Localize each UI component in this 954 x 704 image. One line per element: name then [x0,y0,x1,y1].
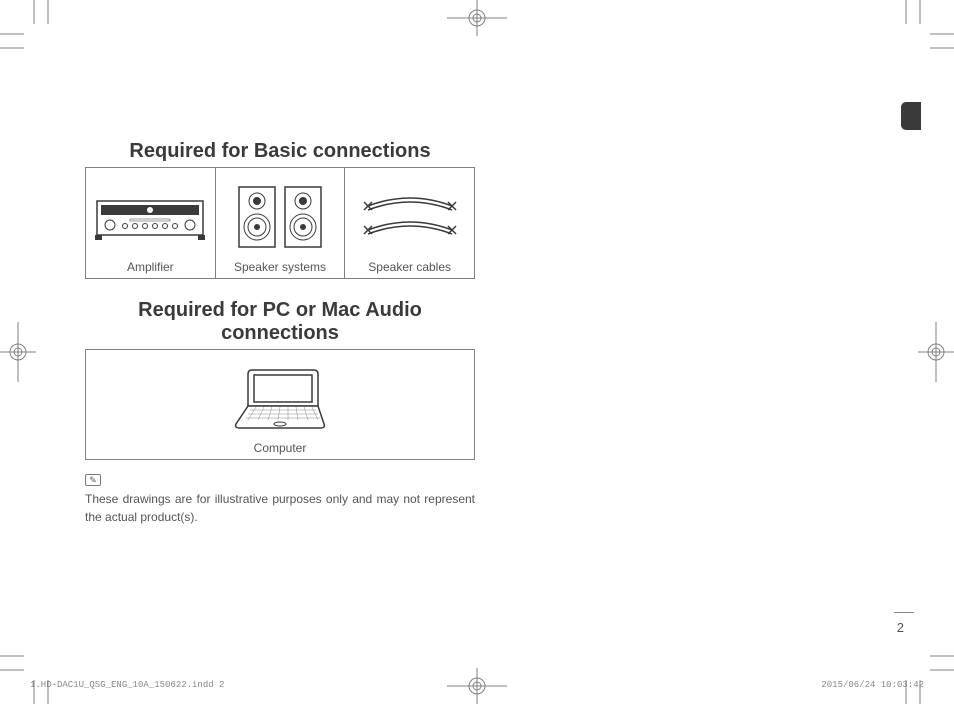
amplifier-label: Amplifier [88,260,213,274]
thumb-tab [901,102,921,130]
print-footer: 1.HD-DAC1U_QSG_ENG_10A_150622.indd 2 201… [30,680,924,690]
note-text: These drawings are for illustrative purp… [85,490,475,526]
cables-icon [347,181,472,256]
computer-label: Computer [88,441,472,455]
cables-label: Speaker cables [347,260,472,274]
footer-right: 2015/06/24 10:03:42 [821,680,924,690]
pc-connections-table: Computer [85,350,475,461]
speakers-label: Speaker systems [218,260,343,274]
note-icon: ✎ [85,474,101,486]
page-number-rule [894,612,914,613]
speakers-icon [218,181,343,256]
amplifier-icon [88,181,213,256]
section2-heading: Required for PC or Mac Audio connections [85,299,475,350]
page-number: 2 [897,620,904,635]
basic-connections-table: Amplifier [85,168,475,279]
footer-left: 1.HD-DAC1U_QSG_ENG_10A_150622.indd 2 [30,680,224,690]
laptop-icon [88,362,472,437]
section1-heading: Required for Basic connections [85,140,475,168]
page-content: Required for Basic connections [85,140,475,526]
